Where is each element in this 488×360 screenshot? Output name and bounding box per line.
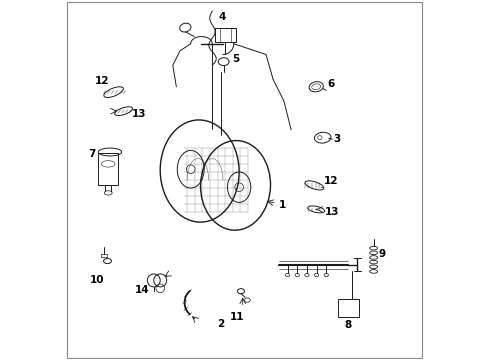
Text: 4: 4 (218, 12, 225, 22)
Text: 9: 9 (378, 248, 385, 258)
Text: 12: 12 (94, 76, 109, 86)
Text: 14: 14 (135, 285, 149, 296)
Text: 10: 10 (90, 275, 104, 285)
Text: 8: 8 (344, 320, 351, 329)
Text: 13: 13 (131, 109, 146, 120)
Bar (98, 153, 118, 185)
Text: 6: 6 (327, 79, 334, 89)
Text: 3: 3 (333, 134, 340, 144)
Bar (101, 253, 107, 257)
Text: 2: 2 (217, 319, 224, 329)
Text: 13: 13 (325, 207, 339, 217)
Text: 1: 1 (278, 200, 285, 210)
Bar (337, 300, 359, 318)
Text: 7: 7 (88, 149, 96, 159)
Bar (215, 28, 235, 42)
Text: 5: 5 (232, 54, 240, 64)
Text: 12: 12 (324, 176, 338, 186)
Text: 11: 11 (229, 312, 244, 322)
